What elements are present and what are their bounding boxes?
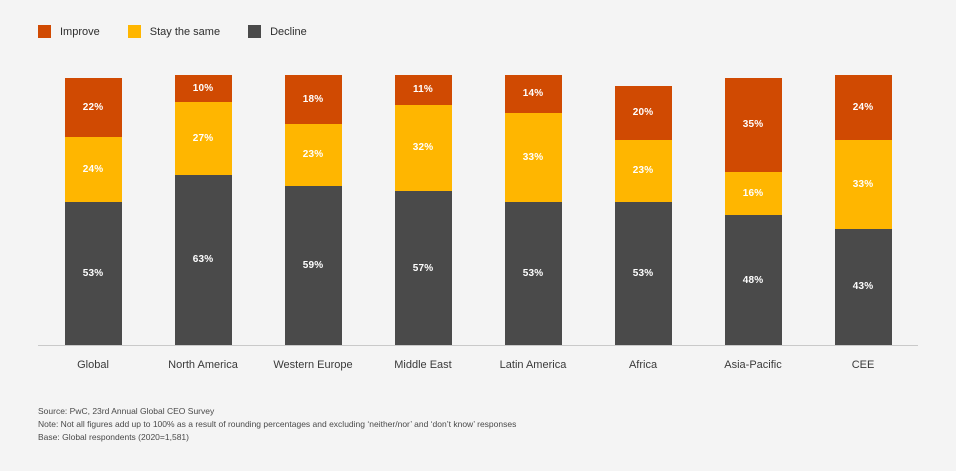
stacked-bar: 10% 27% 63%: [174, 75, 232, 345]
category-label-asia-pacific: Asia-Pacific: [724, 359, 782, 371]
bar-segment-decline: 57%: [394, 191, 452, 345]
segment-value-label: 53%: [82, 267, 104, 279]
legend-label: Improve: [60, 25, 100, 38]
bar-group-asia-pacific: 35% 16% 48%: [698, 77, 808, 345]
category-label-africa: Africa: [628, 359, 658, 371]
bar-segment-stay-the-same: 24%: [64, 137, 122, 202]
category-label-western-europe: Western Europe: [273, 359, 353, 371]
legend-swatch-decline: [248, 25, 262, 38]
segment-value-label: 23%: [632, 165, 654, 177]
segment-value-label: 24%: [82, 164, 104, 175]
stacked-bar: 18% 23% 59%: [284, 75, 342, 345]
bar-segment-stay-the-same: 23%: [614, 139, 672, 202]
segment-value-label: 48%: [742, 274, 764, 286]
segment-value-label: 35%: [742, 119, 764, 131]
stacked-bar: 11% 32% 57%: [394, 75, 452, 345]
bar-segment-decline: 59%: [284, 185, 342, 345]
bar-segment-stay-the-same: 16%: [724, 172, 782, 216]
segment-value-label: 20%: [632, 107, 654, 119]
legend-swatch-stay-the-same: [127, 25, 141, 38]
legend-item-improve: Improve: [38, 25, 100, 38]
segment-value-label: 57%: [412, 262, 434, 274]
category-label-latin-america: Latin America: [499, 359, 567, 371]
legend-label: Stay the same: [149, 25, 221, 38]
bar-segment-decline: 53%: [504, 201, 562, 345]
bar-group-middle-east: 11% 32% 57%: [368, 75, 478, 345]
page: Improve Stay the same Decline 22% 24% 53% 10%…: [0, 25, 956, 471]
category-label-cee: CEE: [851, 359, 875, 371]
bar-segment-stay-the-same: 33%: [834, 139, 892, 229]
segment-value-label: 14%: [522, 88, 544, 100]
segment-value-label: 33%: [522, 151, 544, 163]
bar-segment-stay-the-same: 32%: [394, 104, 452, 192]
segment-value-label: 32%: [412, 142, 434, 154]
bar-segment-improve: 35%: [724, 77, 782, 173]
segment-value-label: 16%: [742, 188, 764, 200]
segment-value-label: 33%: [852, 178, 874, 190]
bar-segment-stay-the-same: 33%: [504, 112, 562, 202]
bar-group-latin-america: 14% 33% 53%: [478, 75, 588, 345]
bar-segment-improve: 10%: [174, 75, 232, 103]
stacked-bar: 14% 33% 53%: [504, 75, 562, 345]
footer-source: Source: PwC, 23rd Annual Global CEO Surv…: [38, 406, 215, 416]
bar-segment-decline: 53%: [64, 201, 122, 345]
bar-segment-improve: 22%: [64, 77, 122, 138]
segment-value-label: 10%: [192, 83, 214, 95]
segment-value-label: 24%: [852, 101, 874, 113]
chart-plot: 22% 24% 53% 10% 27% 63% 18% 23% 59% 11% 32% 57% 14% 3…: [38, 68, 918, 346]
legend-item-decline: Decline: [248, 25, 307, 38]
segment-value-label: 11%: [412, 84, 434, 96]
segment-value-label: 63%: [192, 254, 214, 266]
footer-note: Note: Not all figures add up to 100% as …: [38, 419, 517, 430]
stacked-bar: 22% 24% 53%: [64, 77, 122, 345]
segment-value-label: 53%: [522, 267, 544, 279]
segment-value-label: 27%: [192, 132, 214, 144]
category-label-middle-east: Middle East: [394, 359, 452, 371]
legend-swatch-improve: [38, 25, 51, 38]
legend-item-stay-the-same: Stay the same: [127, 25, 221, 38]
segment-value-label: 59%: [302, 259, 324, 271]
bar-segment-decline: 48%: [724, 215, 782, 345]
footer-base: Base: Global respondents (2020=1,581): [38, 432, 189, 443]
bar-group-cee: 24% 33% 43%: [808, 75, 918, 345]
segment-value-label: 18%: [302, 93, 324, 105]
bar-segment-decline: 53%: [614, 201, 672, 345]
bar-group-africa: 20% 23% 53%: [588, 85, 698, 345]
bar-segment-stay-the-same: 27%: [174, 102, 232, 175]
bar-segment-improve: 14%: [504, 75, 562, 113]
stacked-bar: 20% 23% 53%: [614, 85, 672, 345]
bar-segment-improve: 20%: [614, 85, 672, 140]
stacked-bar: 24% 33% 43%: [834, 75, 892, 345]
category-label-north-america: North America: [168, 359, 238, 371]
footer: Source: PwC, 23rd Annual Global CEO Surv…: [38, 405, 956, 445]
bar-segment-improve: 11%: [394, 75, 452, 105]
category-labels: Global North America Western Europe Middle …: [38, 346, 918, 371]
bar-group-global: 22% 24% 53%: [38, 77, 148, 345]
stacked-bar: 35% 16% 48%: [724, 77, 782, 345]
segment-value-label: 22%: [82, 101, 104, 113]
bar-segment-improve: 24%: [834, 75, 892, 140]
segment-value-label: 53%: [632, 267, 654, 279]
bar-group-north-america: 10% 27% 63%: [148, 75, 258, 345]
bar-segment-improve: 18%: [284, 75, 342, 124]
category-label-global: Global: [77, 359, 109, 371]
bar-segment-decline: 43%: [834, 228, 892, 345]
bar-group-western-europe: 18% 23% 59%: [258, 75, 368, 345]
segment-value-label: 43%: [852, 281, 874, 293]
segment-value-label: 23%: [302, 149, 324, 161]
legend: Improve Stay the same Decline: [38, 25, 956, 38]
legend-label: Decline: [270, 25, 307, 38]
bar-segment-stay-the-same: 23%: [284, 123, 342, 186]
bar-segment-decline: 63%: [174, 174, 232, 345]
